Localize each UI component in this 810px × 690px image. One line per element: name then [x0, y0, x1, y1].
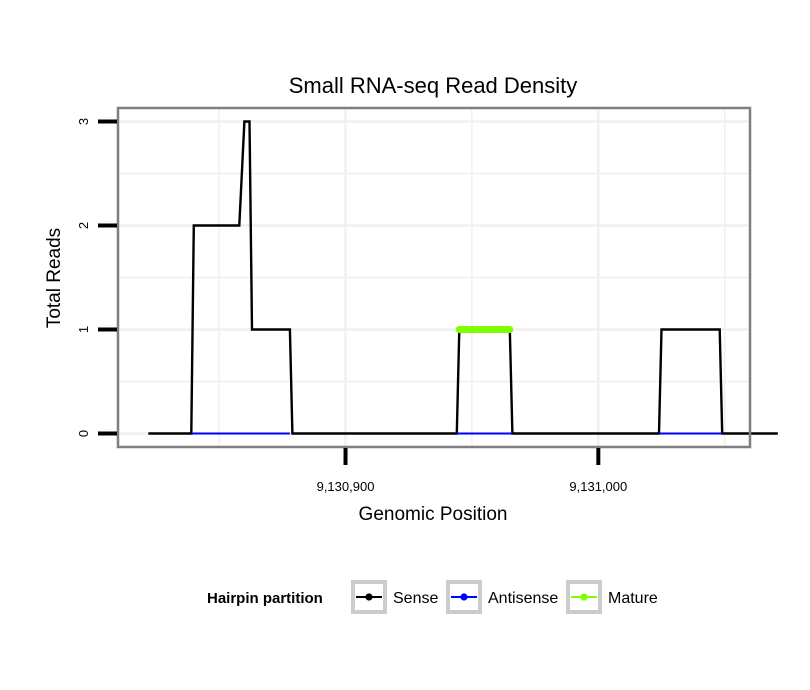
y-tick-label: 3	[76, 118, 91, 125]
legend-key-point	[460, 593, 467, 600]
y-axis-title: Total Reads	[44, 228, 65, 328]
y-axis: 0 1 2 3	[76, 118, 117, 437]
x-axis-title: Genomic Position	[359, 504, 508, 525]
x-tick-label: 9,131,000	[569, 479, 627, 494]
chart: Small RNA-seq Read Density 9,130,900 9,13…	[0, 0, 810, 690]
chart-title: Small RNA-seq Read Density	[289, 73, 578, 98]
legend-key-point	[580, 593, 587, 600]
legend: Hairpin partition Sense Antisense Mature	[207, 582, 658, 612]
legend-label-antisense: Antisense	[488, 590, 558, 607]
legend-title: Hairpin partition	[207, 590, 323, 607]
y-tick-label: 1	[76, 326, 91, 333]
legend-label-sense: Sense	[393, 590, 438, 607]
legend-key-point	[365, 593, 372, 600]
x-axis: 9,130,900 9,131,000	[317, 448, 628, 494]
legend-label-mature: Mature	[608, 590, 658, 607]
x-tick-label: 9,130,900	[317, 479, 375, 494]
y-tick-label: 2	[76, 222, 91, 229]
y-tick-label: 0	[76, 430, 91, 437]
